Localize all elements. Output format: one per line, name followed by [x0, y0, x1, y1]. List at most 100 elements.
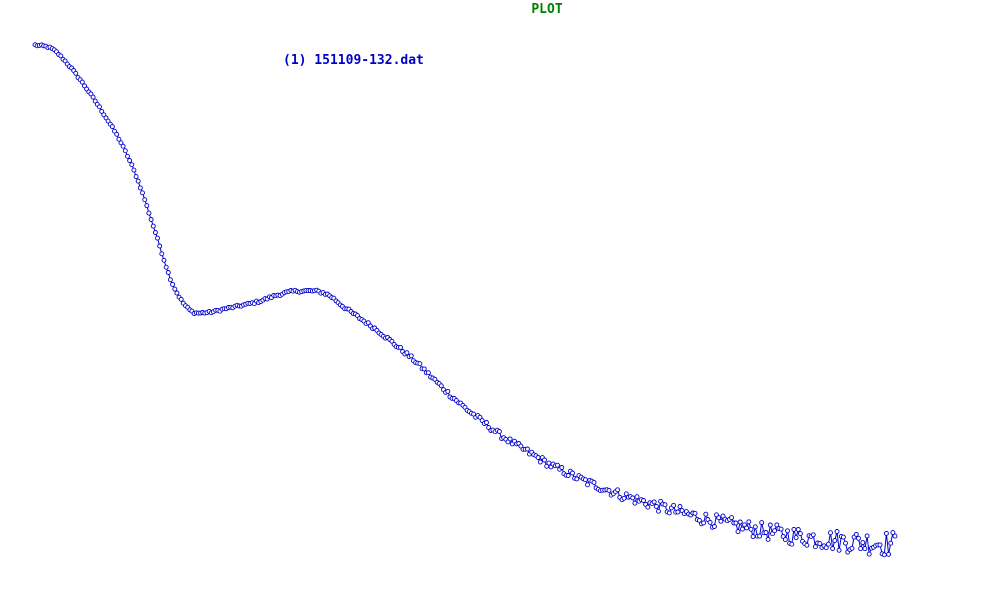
data-point — [677, 504, 683, 509]
data-point — [62, 58, 68, 64]
data-point — [118, 140, 124, 146]
data-point — [890, 530, 896, 536]
data-point — [477, 414, 483, 420]
data-point — [125, 153, 130, 159]
data-point — [79, 79, 85, 85]
data-point — [856, 535, 861, 541]
data-point — [58, 53, 64, 59]
data-point — [109, 124, 115, 130]
data-point — [795, 527, 801, 532]
data-point — [542, 457, 547, 463]
data-point — [772, 528, 778, 534]
data-point — [744, 525, 750, 531]
data-point — [645, 504, 651, 510]
data-point — [767, 522, 773, 528]
data-point — [817, 541, 823, 547]
data-point — [172, 286, 178, 292]
data-point — [574, 476, 580, 482]
data-point — [114, 131, 120, 137]
data-point — [797, 531, 803, 537]
data-point — [825, 541, 831, 547]
data-point — [417, 361, 423, 367]
data-point — [804, 542, 810, 548]
data-point — [729, 515, 735, 521]
data-point — [140, 190, 145, 196]
data-point — [559, 465, 565, 470]
data-point — [99, 108, 105, 114]
data-point — [834, 529, 840, 534]
data-point — [789, 541, 795, 547]
data-point — [828, 530, 833, 536]
data-point — [582, 477, 588, 483]
data-point — [780, 533, 786, 539]
data-point — [718, 518, 724, 524]
legend-entry-1: (1) 151109-132.dat — [283, 53, 424, 68]
data-point — [750, 534, 756, 540]
data-point — [692, 510, 698, 516]
data-point — [167, 277, 173, 283]
data-point — [507, 436, 513, 442]
data-point — [88, 91, 94, 97]
data-point — [537, 459, 543, 465]
data-point — [165, 270, 171, 275]
data-point — [711, 524, 717, 529]
data-point — [733, 520, 739, 526]
data-point — [146, 210, 152, 216]
data-point — [675, 509, 681, 515]
data-point — [707, 519, 713, 525]
data-point — [122, 148, 128, 154]
data-point — [662, 502, 668, 508]
data-point — [159, 251, 165, 257]
data-point — [849, 545, 855, 551]
series-1-line — [34, 44, 896, 556]
data-point — [623, 491, 629, 497]
data-point — [133, 174, 139, 180]
data-point — [886, 551, 892, 557]
data-point — [438, 383, 444, 389]
data-point — [174, 290, 180, 296]
data-point — [653, 503, 659, 509]
data-point — [862, 546, 868, 552]
data-point — [398, 344, 403, 350]
data-point — [739, 526, 745, 532]
data-point — [656, 508, 661, 514]
data-point — [163, 264, 169, 270]
data-point — [445, 388, 451, 394]
data-point — [570, 470, 575, 476]
data-point — [791, 526, 797, 532]
data-point — [832, 538, 838, 544]
data-point — [888, 540, 894, 546]
data-point — [404, 350, 410, 356]
data-point — [881, 552, 887, 558]
data-point — [144, 203, 150, 209]
data-point — [120, 143, 126, 149]
data-point — [765, 536, 771, 542]
data-point — [785, 528, 790, 534]
data-point — [152, 230, 158, 235]
data-point — [716, 515, 722, 521]
data-point — [763, 530, 769, 535]
data-point — [484, 420, 489, 425]
data-point — [748, 526, 754, 532]
data-point — [840, 534, 846, 540]
data-point — [666, 510, 672, 516]
data-point — [830, 546, 836, 551]
data-point — [853, 531, 859, 537]
data-point — [90, 94, 96, 100]
data-point — [634, 494, 640, 500]
data-point — [496, 429, 502, 434]
data-point — [782, 537, 788, 543]
data-point — [757, 533, 763, 539]
data-point — [651, 499, 657, 505]
series-layer — [32, 42, 898, 558]
data-point — [97, 104, 102, 110]
data-point — [127, 158, 133, 163]
data-point — [421, 366, 427, 372]
data-point — [793, 535, 799, 541]
data-point — [774, 522, 780, 528]
data-point — [632, 500, 638, 506]
data-point — [810, 532, 816, 538]
data-point — [812, 544, 818, 550]
